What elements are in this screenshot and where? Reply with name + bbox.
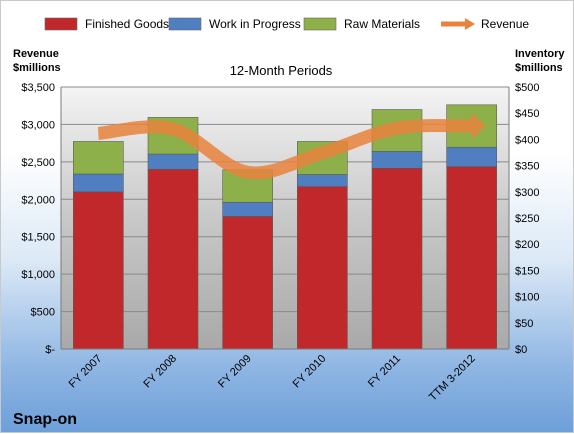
left-axis-title: Revenue $millions bbox=[13, 48, 62, 74]
left-tick-label: $1,000 bbox=[21, 269, 55, 281]
legend-label: Revenue bbox=[481, 17, 529, 31]
x-tick-label: FY 2009 bbox=[216, 353, 254, 391]
left-tick-label: $2,500 bbox=[21, 157, 55, 169]
left-tick-label: $2,000 bbox=[21, 194, 55, 206]
right-tick-label: $0 bbox=[515, 344, 527, 356]
left-tick-label: $500 bbox=[31, 307, 55, 319]
legend-swatch-arrow bbox=[465, 18, 475, 30]
bar-work-in-progress bbox=[371, 151, 423, 169]
legend-label: Raw Materials bbox=[344, 17, 420, 31]
bar-finished-goods bbox=[297, 186, 348, 350]
bar-finished-goods bbox=[147, 168, 199, 350]
legend-label: Finished Goods bbox=[85, 17, 169, 31]
bar-work-in-progress bbox=[297, 174, 348, 187]
revenue-arrowhead bbox=[471, 112, 486, 139]
right-axis-title-line1: Inventory bbox=[515, 48, 565, 60]
x-tick-label: TTM 3-2012 bbox=[427, 353, 478, 404]
legend-label: Work in Progress bbox=[209, 17, 301, 31]
right-tick-label: $50 bbox=[515, 318, 533, 330]
bar-work-in-progress bbox=[147, 153, 199, 170]
right-tick-label: $200 bbox=[515, 239, 539, 251]
left-tick-label: $3,000 bbox=[21, 119, 55, 131]
revenue-line-layer bbox=[97, 112, 486, 180]
bar-finished-goods bbox=[446, 166, 497, 350]
bar-finished-goods bbox=[371, 167, 423, 350]
company-name: Snap-on bbox=[13, 411, 77, 428]
legend-swatch bbox=[303, 17, 337, 31]
legend-swatch bbox=[168, 17, 202, 31]
left-axis-title-line1: Revenue bbox=[13, 48, 59, 60]
x-tick-label: FY 2010 bbox=[291, 353, 329, 391]
left-tick-label: $- bbox=[45, 344, 55, 356]
bar-work-in-progress bbox=[73, 173, 124, 193]
right-tick-label: $250 bbox=[515, 213, 539, 225]
bar-finished-goods bbox=[222, 216, 273, 350]
bar-work-in-progress bbox=[446, 146, 497, 167]
x-tick-label: FY 2008 bbox=[141, 353, 179, 391]
left-tick-label: $1,500 bbox=[21, 232, 55, 244]
left-tick-label: $3,500 bbox=[21, 82, 55, 94]
bar-work-in-progress bbox=[222, 201, 273, 217]
legend-swatch bbox=[44, 17, 78, 31]
legend: Finished Goods Work in Progress Raw Materi… bbox=[44, 17, 529, 31]
right-tick-label: $150 bbox=[515, 265, 539, 277]
right-axis-title-line2: $millions bbox=[515, 62, 563, 74]
right-tick-label: $300 bbox=[515, 187, 539, 199]
chart-title: 12-Month Periods bbox=[230, 63, 333, 78]
left-axis-title-line2: $millions bbox=[13, 62, 61, 74]
revenue-line bbox=[97, 119, 472, 180]
right-tick-label: $350 bbox=[515, 161, 539, 173]
x-tick-label: FY 2011 bbox=[366, 353, 403, 390]
bars bbox=[73, 104, 497, 350]
right-tick-label: $450 bbox=[515, 108, 539, 120]
bar-raw-materials bbox=[73, 141, 124, 175]
bar-finished-goods bbox=[73, 191, 124, 350]
right-axis-title: Inventory $millions bbox=[515, 48, 568, 74]
x-tick-label: FY 2007 bbox=[67, 353, 105, 391]
right-tick-label: $500 bbox=[515, 82, 539, 94]
right-tick-label: $100 bbox=[515, 292, 539, 304]
right-tick-label: $400 bbox=[515, 134, 539, 146]
